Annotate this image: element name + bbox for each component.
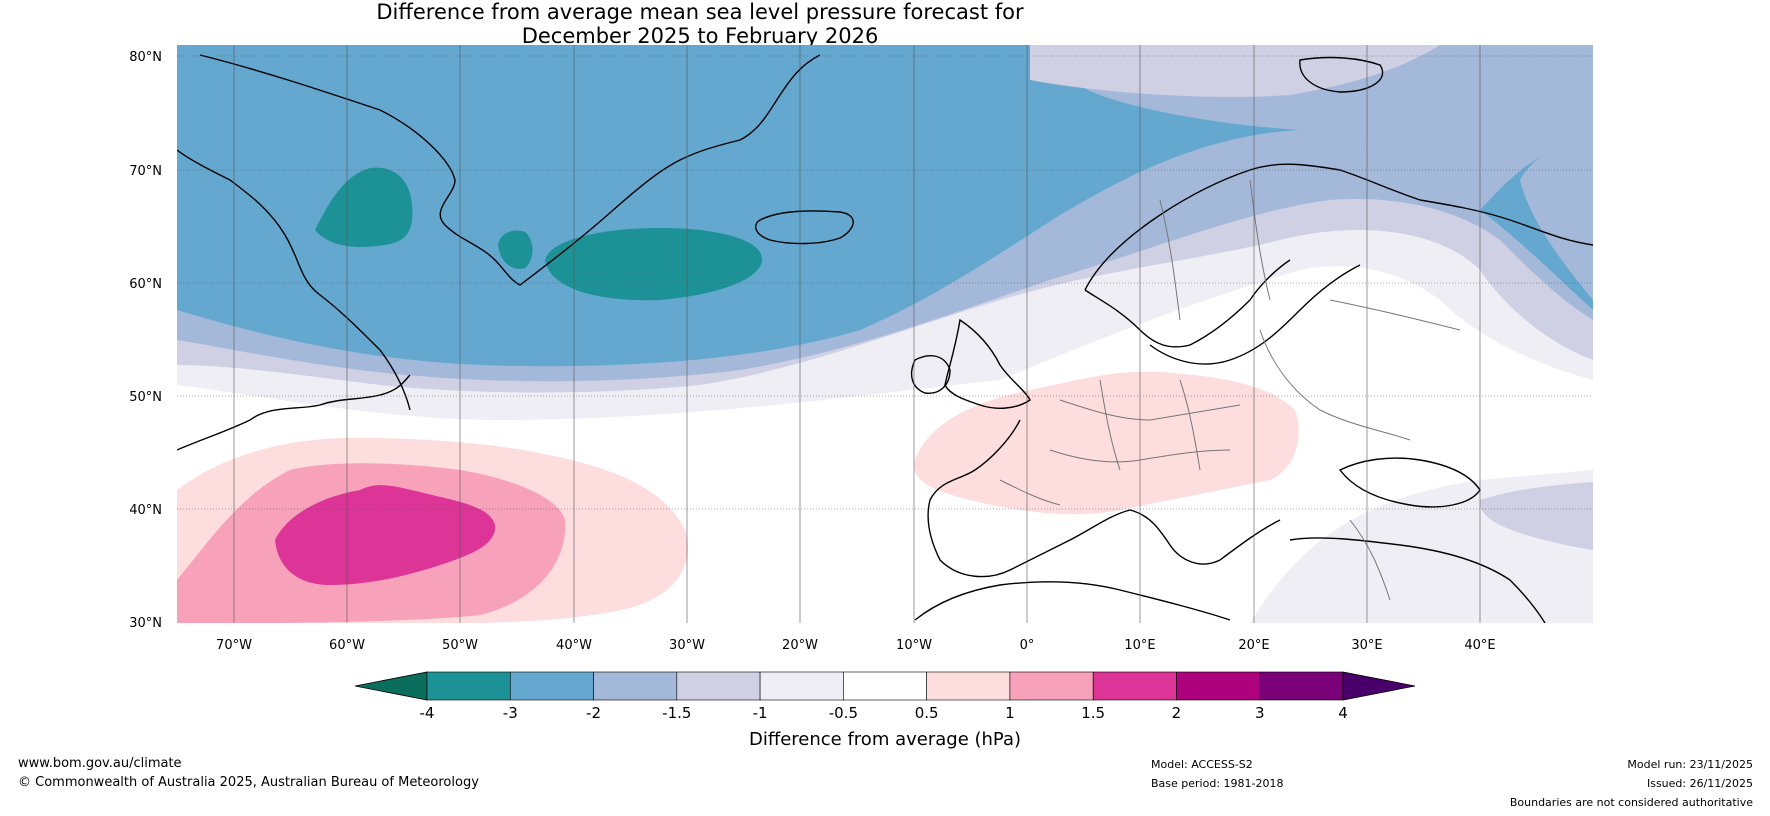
colorbar-over-triangle bbox=[1342, 671, 1416, 701]
border-8 bbox=[999, 479, 1061, 506]
contour-band-minus-3-west bbox=[315, 167, 413, 248]
border-3 bbox=[1059, 399, 1241, 421]
contour-band-minus-1-se bbox=[1479, 482, 1593, 550]
coastline-eastern-med bbox=[1289, 537, 1546, 623]
colorbar-title: Difference from average (hPa) bbox=[749, 729, 1021, 750]
colorbar-segment bbox=[593, 671, 678, 701]
title-line-2: December 2025 to February 2026 bbox=[521, 24, 879, 48]
colorbar-tick-labels: -4 -3 -2 -1.5 -1 -0.5 0.5 1 1.5 2 3 4 bbox=[420, 704, 1348, 722]
coastline-canada-north bbox=[177, 149, 411, 411]
graticule bbox=[177, 55, 1593, 510]
colorbar-segment bbox=[426, 671, 511, 701]
disclaimer-text: Boundaries are not considered authoritat… bbox=[1509, 796, 1753, 809]
colorbar-tick-label: 4 bbox=[1338, 704, 1348, 722]
colorbar-segment bbox=[1092, 671, 1177, 701]
lat-label-40: 40°N bbox=[129, 503, 162, 518]
coastlines bbox=[177, 54, 1593, 623]
contour-band-minus-2 bbox=[177, 45, 1593, 367]
base-period-text: Base period: 1981-2018 bbox=[1151, 777, 1284, 790]
lon-label-40w: 40°W bbox=[556, 638, 592, 653]
lat-label-80: 80°N bbox=[129, 50, 162, 65]
colorbar-tick-label: -4 bbox=[420, 704, 435, 722]
border-5 bbox=[1179, 379, 1201, 471]
coastline-svalbard bbox=[1299, 56, 1384, 93]
map-area bbox=[177, 45, 1593, 623]
chart-title: Difference from average mean sea level p… bbox=[0, 0, 1400, 48]
lon-label-20w: 20°W bbox=[782, 638, 818, 653]
contour-band-minus-3-center bbox=[545, 228, 763, 301]
colorbar-segment bbox=[676, 671, 761, 701]
coastline-ireland bbox=[910, 354, 951, 394]
contour-band-minus-3-small bbox=[498, 230, 533, 269]
model-text: Model: ACCESS-S2 bbox=[1151, 758, 1253, 771]
longitude-labels: 70°W 60°W 50°W 40°W 30°W 20°W 10°W 0° 10… bbox=[216, 638, 1496, 653]
footer-right: Model run: 23/11/2025 Issued: 26/11/2025… bbox=[1510, 755, 1753, 812]
colorbar-tick-label: 2 bbox=[1172, 704, 1182, 722]
model-run-text: Model run: 23/11/2025 bbox=[1627, 758, 1753, 771]
colorbar-tick-label: -0.5 bbox=[829, 704, 858, 722]
border-6 bbox=[1259, 329, 1411, 441]
lon-label-40e: 40°E bbox=[1464, 638, 1495, 653]
lat-label-70: 70°N bbox=[129, 164, 162, 179]
colorbar-tick-label: 3 bbox=[1255, 704, 1265, 722]
lon-label-10w: 10°W bbox=[896, 638, 932, 653]
lat-label-30: 30°N bbox=[129, 616, 162, 631]
colorbar-tick-label: -1.5 bbox=[662, 704, 691, 722]
lon-label-70w: 70°W bbox=[216, 638, 252, 653]
coastline-iceland bbox=[755, 210, 854, 245]
lon-label-30w: 30°W bbox=[669, 638, 705, 653]
contour-band-plus-1-5-west bbox=[275, 485, 496, 585]
colorbar-tick-label: 1.5 bbox=[1081, 704, 1105, 722]
coastline-baltic bbox=[1149, 264, 1361, 365]
colorbar-under-triangle bbox=[354, 671, 428, 701]
border-4 bbox=[1099, 379, 1121, 471]
coastline-russia-north bbox=[1419, 199, 1593, 246]
lat-label-50: 50°N bbox=[129, 390, 162, 405]
lon-label-20e: 20°E bbox=[1238, 638, 1269, 653]
country-borders bbox=[999, 179, 1461, 601]
lon-label-50w: 50°W bbox=[442, 638, 478, 653]
colorbar-segments bbox=[426, 671, 1344, 701]
coastline-greenland bbox=[199, 54, 821, 286]
colorbar-tick-label: -1 bbox=[753, 704, 768, 722]
colorbar-tick-label: -2 bbox=[586, 704, 601, 722]
colorbar-tick-label: -3 bbox=[503, 704, 518, 722]
lon-label-30e: 30°E bbox=[1351, 638, 1382, 653]
coastline-north-africa bbox=[914, 581, 1231, 621]
colorbar-segment bbox=[1259, 671, 1344, 701]
border-10 bbox=[1349, 519, 1391, 601]
latitude-labels: 80°N 70°N 60°N 50°N 40°N 30°N bbox=[129, 50, 162, 631]
coastline-canada-east bbox=[177, 374, 411, 451]
coastline-norway bbox=[1084, 163, 1421, 291]
border-1 bbox=[1159, 199, 1181, 321]
colorbar-tick-label: 0.5 bbox=[915, 704, 939, 722]
colorbar-segment bbox=[843, 671, 927, 701]
border-9 bbox=[1329, 299, 1461, 331]
colorbar-segment bbox=[1009, 671, 1094, 701]
colorbar-segment bbox=[759, 671, 844, 701]
footer-left: www.bom.gov.au/climate © Commonwealth of… bbox=[18, 754, 479, 792]
lon-label-10e: 10°E bbox=[1124, 638, 1155, 653]
lat-label-60: 60°N bbox=[129, 277, 162, 292]
contour-band-minus-2-cover bbox=[600, 45, 1593, 210]
footer-middle: Model: ACCESS-S2 Base period: 1981-2018 bbox=[1151, 755, 1283, 793]
website-link[interactable]: www.bom.gov.au/climate bbox=[18, 756, 182, 771]
contour-band-minus-0-5-se bbox=[1270, 525, 1593, 623]
graticule-meridians bbox=[233, 45, 1481, 623]
coastline-western-europe bbox=[927, 419, 1281, 578]
issued-text: Issued: 26/11/2025 bbox=[1646, 777, 1753, 790]
title-line-1: Difference from average mean sea level p… bbox=[376, 0, 1024, 24]
colorbar-segment bbox=[1176, 671, 1261, 701]
coastline-scandinavia-south bbox=[1084, 259, 1291, 348]
lon-label-0: 0° bbox=[1020, 638, 1035, 653]
colorbar-tick-label: 1 bbox=[1005, 704, 1015, 722]
colorbar-segment bbox=[926, 671, 1011, 701]
border-2 bbox=[1249, 179, 1271, 301]
colorbar: -4 -3 -2 -1.5 -1 -0.5 0.5 1 1.5 2 3 4 Difference fr… bbox=[354, 671, 1416, 750]
colorbar-segment bbox=[509, 671, 594, 701]
lon-label-60w: 60°W bbox=[329, 638, 365, 653]
copyright-text: © Commonwealth of Australia 2025, Austra… bbox=[18, 775, 479, 790]
coastline-uk bbox=[944, 318, 1031, 409]
